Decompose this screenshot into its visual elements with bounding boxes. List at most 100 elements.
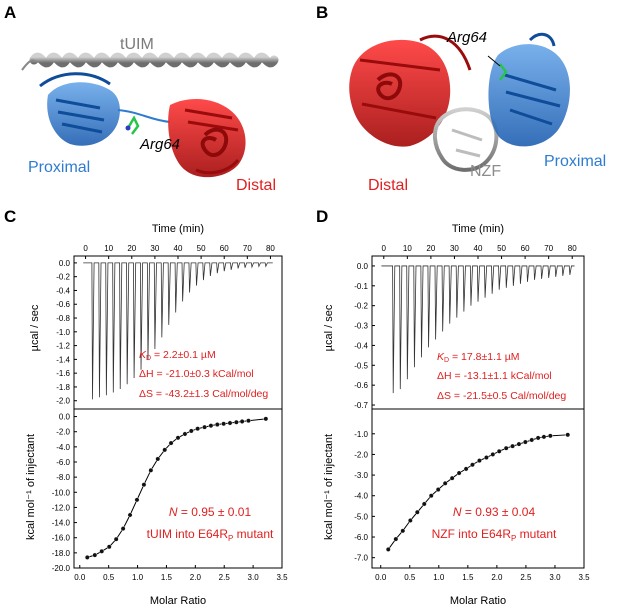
x-tick-label: 2.5 [219,573,231,582]
ds-text-c: ΔS = -43.2±1.3 Cal/mol/deg [139,388,268,400]
x-tick-label: 10 [104,244,113,253]
x-tick-label: 10 [403,244,412,253]
sample-tail-d: mutant [516,527,557,541]
x-tick-label: 0.0 [375,573,387,582]
x-tick-label: 1.5 [462,573,474,582]
kd-sub-d: D [444,357,449,364]
linker-a [117,109,171,123]
panel-b: B Arg64 Distal NZF Proximal [316,3,606,194]
data-point [484,455,489,460]
y-tick-label: 0.0 [59,413,71,422]
y-tick-label: -2.0 [354,450,368,459]
y-tick-label: -7.0 [354,554,368,563]
x-tick-label: 60 [220,244,229,253]
ylabel-c-bottom: kcal mol⁻¹ of injectant [25,434,37,540]
data-point [510,443,515,449]
x-tick-label: 50 [197,244,206,253]
y-tick-label: -3.0 [354,471,368,480]
chart-d-bottom: 0.0 0.5 1.0 1.5 2.0 2.5 3.0 3.5 -1.0 -2.0 -3.0 -4.0… [354,408,590,582]
y-tick-label: -1.8 [56,383,70,392]
n-text-c: N = 0.95 ± 0.01 [169,505,252,519]
x-tick-label: 3.0 [549,573,561,582]
y-tick-label: -0.7 [354,401,368,410]
data-point [541,434,547,440]
n-value-d: = 0.93 ± 0.04 [462,505,536,519]
label-arg64-b: Arg64 [446,29,487,46]
y-tick-label: -0.4 [56,286,70,295]
data-point [227,420,233,426]
x-tick-label: 0 [83,244,88,253]
data-point [421,501,427,507]
panel-c: C Time (min) 0 10 20 30 40 50 60 70 80 0.0 -0.2 -0.… [4,207,288,607]
data-point [148,467,154,473]
x-tick-label: 70 [243,244,252,253]
sample-main-d: NZF into E64R [432,527,512,541]
arg64-sticks-a [126,115,140,135]
ylabel-d-top: µcal / sec [323,304,335,351]
y-tick-label: -0.5 [354,361,368,370]
data-point [141,482,147,488]
data-point [233,419,239,425]
data-point [435,487,441,492]
y-tick-label: -18.0 [52,549,71,558]
panel-letter-b: B [316,3,328,22]
data-point [547,433,553,439]
x-tick-label: 3.5 [276,573,288,582]
time-title-c: Time (min) [152,223,204,235]
chart-c-bottom: 0.0 0.5 1.0 1.5 2.0 2.5 3.0 3.5 0.0 -2.0 -4.0 -6.0 -… [52,408,288,582]
label-proximal-a: Proximal [28,159,90,176]
sample-sub-d: P [511,534,516,543]
y-tick-label: -1.0 [56,328,70,337]
y-tick-label: -0.2 [56,273,70,282]
y-tick-label: -1.4 [56,355,70,364]
kd-symbol-c: K [139,349,147,361]
sample-text-d: NZF into E64RP mutant [432,527,557,543]
xlabel-c: Molar Ratio [150,595,206,607]
label-distal-b: Distal [368,177,408,194]
label-nzf: NZF [470,163,501,180]
x-tick-label: 70 [544,244,553,253]
y-tick-label: -0.4 [354,341,368,350]
sample-main-c: tUIM into E64R [147,527,229,541]
distal-strands-a [184,108,240,175]
x-tick-label: 0.5 [404,573,416,582]
data-point [182,431,188,437]
ylabel-c-top: µcal / sec [29,304,41,351]
time-title-d: Time (min) [452,223,504,235]
thermogram-trace [83,262,273,400]
chart-d-top: 0 10 20 30 40 50 60 70 80 0.0 -0.1 -0.2 -0.3 -0.4 -0.5… [354,244,585,410]
label-arg64-a: Arg64 [139,136,180,153]
kd-sub-c: D [146,355,151,362]
y-tick-label: -0.3 [354,322,368,331]
data-point [522,439,528,445]
data-point [456,470,462,476]
data-point [490,452,496,457]
proximal-domain-a [47,82,120,146]
y-tick-label: 0.0 [357,262,369,271]
kd-value-d: = 17.8±1.1 µM [449,351,519,363]
y-tick-label: -0.6 [56,300,70,309]
data-point [496,448,502,454]
data-point [214,422,220,427]
label-tuim: tUIM [120,36,154,53]
ylabel-d-bottom: kcal mol⁻¹ of injectant [323,434,335,540]
y-tick-label: -0.8 [56,314,70,323]
panel-a: A tUIM Arg64 Proximal Distal [4,3,279,194]
data-point [442,480,448,486]
data-point [565,432,571,438]
data-point [516,441,522,447]
y-tick-label: -0.6 [354,381,368,390]
data-point [120,526,126,532]
n-value-c: = 0.95 ± 0.01 [178,505,252,519]
dh-text-d: ΔH = -13.1±1.1 kCal/mol [437,370,552,382]
y-tick-label: -0.1 [354,282,368,291]
x-tick-label: 80 [568,244,577,253]
thermogram-trace [381,265,575,394]
axes-frame [371,408,585,569]
x-tick-label: 0.0 [74,573,86,582]
kd-text-c: KD = 2.2±0.1 µM [139,349,216,362]
x-tick-label: 0.5 [103,573,115,582]
y-tick-label: -6.0 [56,458,70,467]
data-point [477,458,482,464]
